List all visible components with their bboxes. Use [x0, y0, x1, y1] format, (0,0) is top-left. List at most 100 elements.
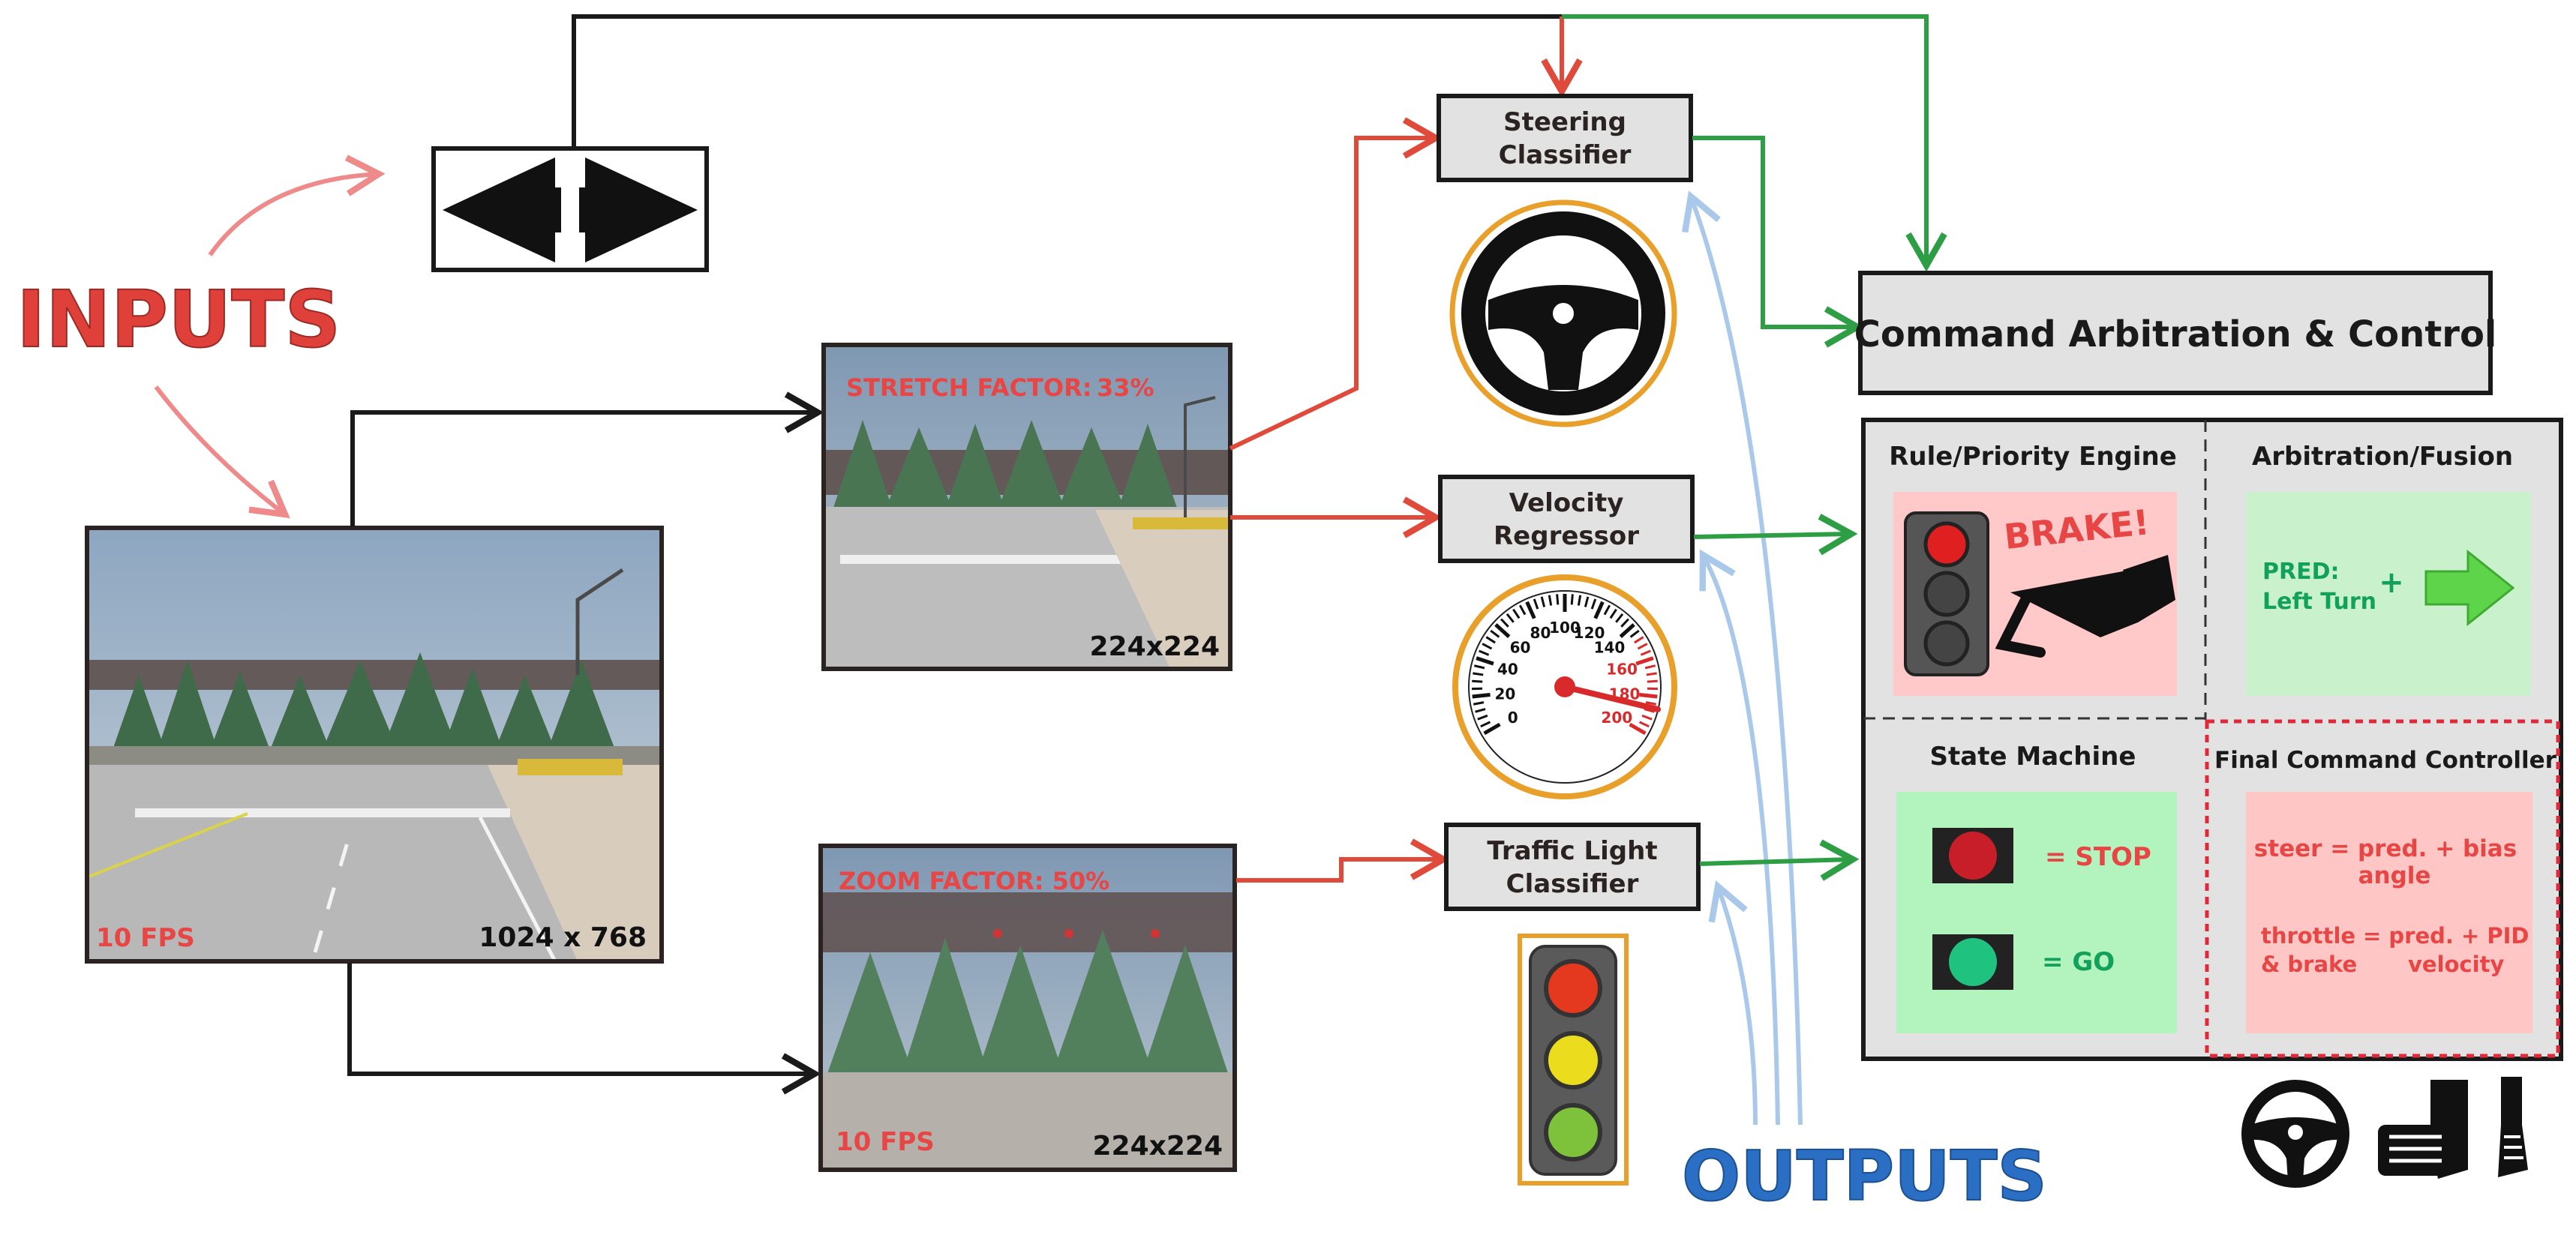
speedometer-tick	[1637, 643, 1648, 650]
state-machine-title: State Machine	[1930, 742, 2136, 772]
final-steer-eq-cont: angle	[2358, 862, 2431, 889]
right-arrow-icon	[579, 157, 698, 262]
speedometer-tick	[1483, 722, 1501, 736]
speedometer-tick	[1603, 604, 1611, 616]
speedometer-tick	[1472, 679, 1483, 683]
outputs-label: OUTPUTS	[1682, 1136, 2047, 1216]
rule-engine-title: Rule/Priority Engine	[1889, 442, 2177, 472]
pedals-icon	[2378, 1077, 2528, 1179]
speedometer-tick	[1485, 636, 1496, 644]
traffic-light-icon	[1518, 934, 1629, 1186]
speedometer-tick	[1476, 656, 1494, 666]
speedometer-tick	[1525, 601, 1536, 619]
speedometer-tick	[1473, 701, 1485, 706]
stretch-frame	[821, 343, 1232, 671]
zoom-fps: 10 FPS	[836, 1127, 935, 1157]
speedometer-tick	[1615, 613, 1624, 623]
speedometer-tick-label: 60	[1510, 638, 1531, 656]
speedometer-tick	[1512, 608, 1521, 619]
speedometer-tick-label: 20	[1495, 685, 1516, 703]
final-throttle-line1: throttle	[2261, 923, 2355, 949]
camera-to-stretch-line	[350, 391, 824, 526]
control-title: Command Arbitration & Control	[1854, 313, 2497, 355]
small-steering-wheel-icon	[2241, 1080, 2349, 1188]
stretch-resolution: 224x224	[1089, 631, 1220, 662]
speedometer-tick	[1475, 708, 1486, 713]
zoom-to-traffic-arrow	[1236, 838, 1450, 883]
speedometer-tick-label: 140	[1594, 638, 1626, 656]
inputs-arrow-upper	[208, 154, 386, 256]
speedometer-tick	[1639, 692, 1658, 699]
stretch-to-steering-arrow	[1229, 117, 1443, 451]
final-controller-outline	[2205, 719, 2560, 1058]
brake-pedal-icon	[1995, 555, 2175, 658]
speedometer-tick	[1638, 721, 1650, 728]
speedometer-tick	[1645, 701, 1657, 706]
traffic-label-line1: Traffic Light	[1487, 836, 1657, 866]
speedometer-tick	[1494, 623, 1511, 638]
speedometer-tick	[1472, 692, 1491, 699]
speedometer-tick-label: 80	[1530, 624, 1551, 642]
left-arrow-icon	[443, 157, 561, 262]
final-steer-eq: steer = pred. + bias	[2254, 835, 2517, 862]
speedometer-tick	[1646, 672, 1657, 676]
speedometer-tick	[1620, 618, 1629, 628]
speedometer-tick	[1518, 604, 1527, 616]
output-arrow-velocity	[1699, 549, 1780, 1126]
stretch-factor-value: 33%	[1097, 373, 1154, 402]
output-arrow-traffic	[1708, 880, 1758, 1126]
speedometer-tick	[1629, 629, 1640, 638]
traffic-light-classifier-box: Traffic Light Classifier	[1444, 823, 1701, 911]
rule-traffic-light-icon	[1904, 511, 1989, 676]
speedometer-tick	[1548, 595, 1553, 606]
state-go-text: = GO	[2042, 947, 2115, 977]
final-throttle-eq2: velocity	[2408, 952, 2504, 977]
speedometer-tick	[1473, 664, 1485, 670]
output-arrow-steering	[1682, 190, 1803, 1126]
speedometer-tick	[1590, 598, 1597, 610]
final-controller-title: Final Command Controller	[2214, 747, 2557, 774]
final-throttle-line2: & brake	[2261, 952, 2357, 977]
speedometer-tick	[1490, 629, 1500, 638]
speedometer-tick	[1477, 714, 1488, 721]
speedometer-tick	[1640, 649, 1651, 656]
speedometer-tick	[1506, 613, 1515, 623]
turn-signal-line	[572, 14, 1564, 147]
inputs-arrow-lower	[154, 385, 290, 519]
speedometer-tick	[1641, 714, 1653, 721]
camera-to-zoom-line	[347, 963, 821, 1095]
steering-label-line2: Classifier	[1499, 140, 1632, 170]
speedometer-tick	[1479, 649, 1490, 656]
speedometer-tick	[1533, 598, 1539, 610]
final-throttle-eq1: = pred. + PID	[2363, 923, 2529, 949]
speedometer-tick	[1635, 656, 1654, 666]
zoom-resolution: 224x224	[1092, 1131, 1223, 1162]
speedometer-tick	[1540, 596, 1546, 607]
velocity-label-line2: Regressor	[1494, 521, 1639, 551]
speedometer-tick	[1647, 679, 1658, 683]
zoom-factor-label: ZOOM FACTOR: 50%	[839, 867, 1109, 895]
speedometer-tick	[1577, 595, 1582, 606]
fusion-title: Arbitration/Fusion	[2252, 442, 2513, 472]
speedometer-tick-label: 100	[1549, 619, 1581, 637]
traffic-label-line2: Classifier	[1506, 869, 1639, 899]
control-title-box: Command Arbitration & Control	[1854, 271, 2497, 395]
camera-fps: 10 FPS	[96, 923, 195, 953]
stretch-factor-label: STRETCH FACTOR:	[846, 373, 1092, 402]
fusion-pred-line2: Left Turn	[2262, 589, 2376, 615]
speedometer-tick	[1634, 636, 1644, 644]
left-turn-arrow-icon	[2424, 549, 2515, 627]
camera-frame	[85, 526, 664, 964]
speedometer-tick	[1619, 623, 1635, 638]
velocity-regressor-box: Velocity Regressor	[1438, 475, 1695, 563]
speedometer-tick	[1644, 664, 1656, 670]
steering-wheel-icon	[1449, 199, 1677, 427]
speedometer-tick	[1556, 594, 1560, 605]
speedometer-tick-label: 160	[1606, 660, 1638, 678]
fusion-plus: +	[2379, 565, 2404, 600]
turn-signal-box	[431, 146, 709, 272]
velocity-label-line1: Velocity	[1509, 488, 1624, 518]
speedometer-tick-label: 120	[1574, 624, 1605, 642]
